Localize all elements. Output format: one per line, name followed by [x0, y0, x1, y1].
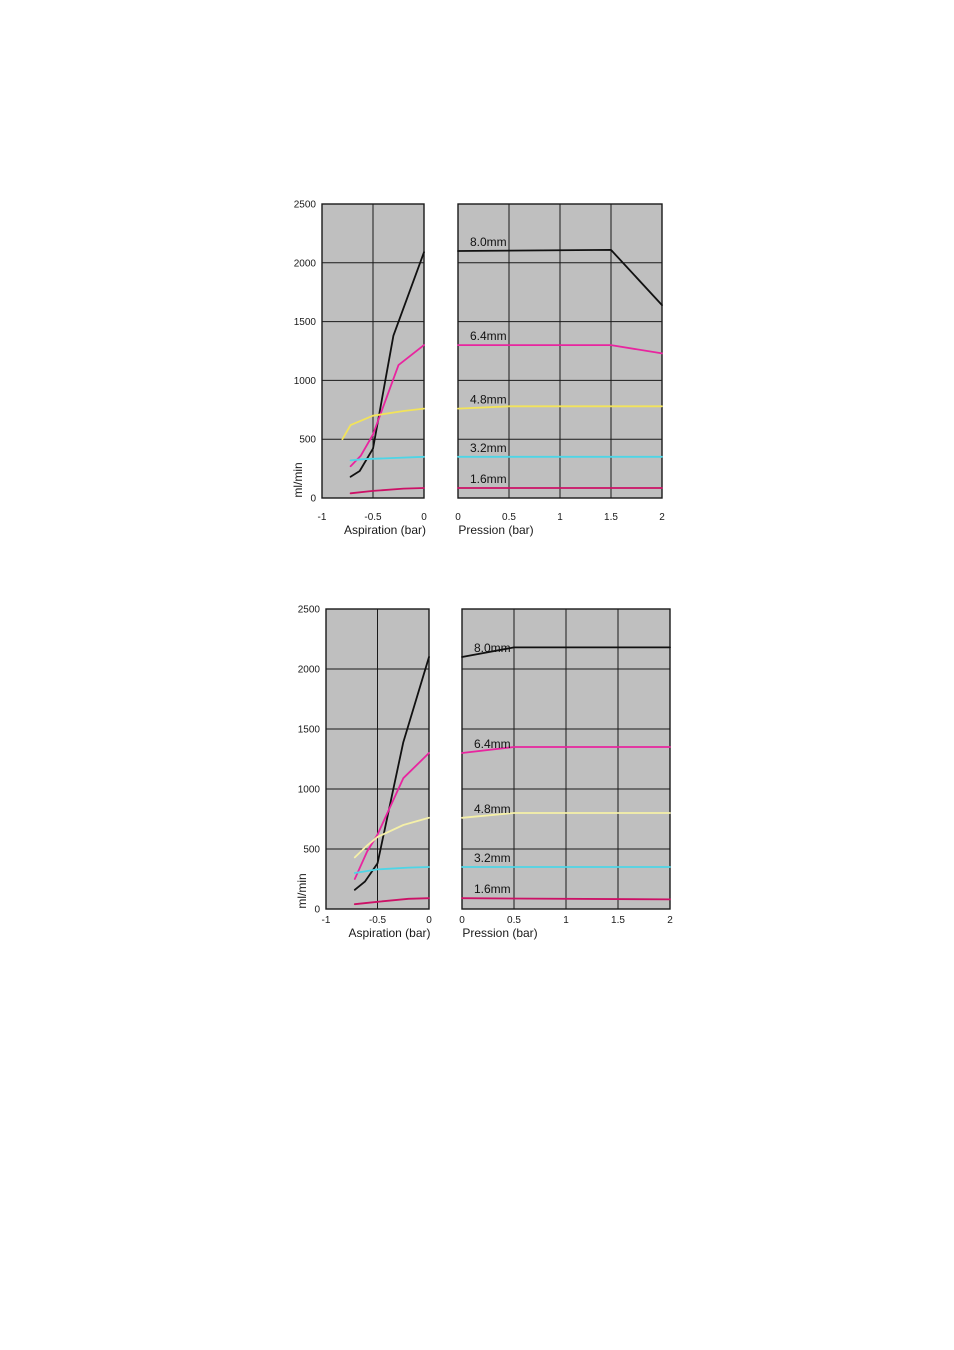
y-tick-label: 2500: [298, 605, 321, 616]
series-label: 8.0mm: [474, 641, 511, 655]
y-tick-label: 500: [303, 845, 320, 856]
y-tick-label: 1500: [298, 725, 321, 736]
y-tick-label: 1500: [294, 317, 317, 328]
y-axis-label: ml/min: [291, 462, 305, 497]
x-tick-label: 0: [426, 915, 432, 926]
series-line: [349, 455, 425, 462]
series-line: [353, 656, 430, 891]
x-tick-label: -0.5: [364, 512, 382, 523]
series-label: 3.2mm: [474, 851, 511, 865]
series-line: [457, 344, 663, 355]
series-line: [353, 866, 430, 874]
y-tick-label: 2500: [294, 200, 317, 211]
series-label: 4.8mm: [470, 393, 507, 407]
series-line: [353, 897, 430, 906]
series-line: [349, 487, 425, 495]
x-tick-label: -1: [318, 512, 327, 523]
series-line: [457, 405, 663, 410]
y-tick-label: 2000: [294, 258, 317, 269]
x-tick-label: -0.5: [369, 915, 387, 926]
y-tick-label: 1000: [294, 376, 317, 387]
series-line: [461, 746, 671, 754]
series-line: [353, 752, 430, 880]
y-tick-label: 0: [314, 905, 320, 916]
x-tick-label: 1.5: [604, 512, 618, 523]
x-axis-label: Pression (bar): [462, 926, 537, 940]
x-tick-label: 0: [455, 512, 461, 523]
series-line: [353, 816, 430, 859]
x-tick-label: -1: [322, 915, 331, 926]
series-label: 3.2mm: [470, 441, 507, 455]
series-line: [349, 251, 425, 478]
series-label: 6.4mm: [474, 737, 511, 751]
series-line: [461, 646, 671, 658]
series-label: 8.0mm: [470, 235, 507, 249]
y-tick-label: 0: [310, 494, 316, 505]
x-tick-label: 0: [421, 512, 427, 523]
series-label: 4.8mm: [474, 802, 511, 816]
series-label: 6.4mm: [470, 329, 507, 343]
series-line: [457, 248, 663, 307]
y-axis-label: ml/min: [295, 873, 309, 908]
series-line: [461, 812, 671, 819]
y-tick-label: 500: [299, 435, 316, 446]
x-tick-label: 1: [563, 915, 569, 926]
series-line: [341, 407, 425, 441]
x-tick-label: 2: [667, 915, 673, 926]
x-axis-label: Aspiration (bar): [344, 523, 426, 537]
x-tick-label: 2: [659, 512, 665, 523]
y-tick-label: 2000: [298, 665, 321, 676]
x-axis-label: Aspiration (bar): [348, 926, 430, 940]
x-tick-label: 1: [557, 512, 563, 523]
x-tick-label: 0: [459, 915, 465, 926]
series-label: 1.6mm: [474, 882, 511, 896]
x-axis-label: Pression (bar): [458, 523, 533, 537]
x-tick-label: 1.5: [611, 915, 625, 926]
y-tick-label: 1000: [298, 785, 321, 796]
series-line: [461, 897, 671, 901]
x-tick-label: 0.5: [502, 512, 516, 523]
x-tick-label: 0.5: [507, 915, 521, 926]
series-label: 1.6mm: [470, 472, 507, 486]
